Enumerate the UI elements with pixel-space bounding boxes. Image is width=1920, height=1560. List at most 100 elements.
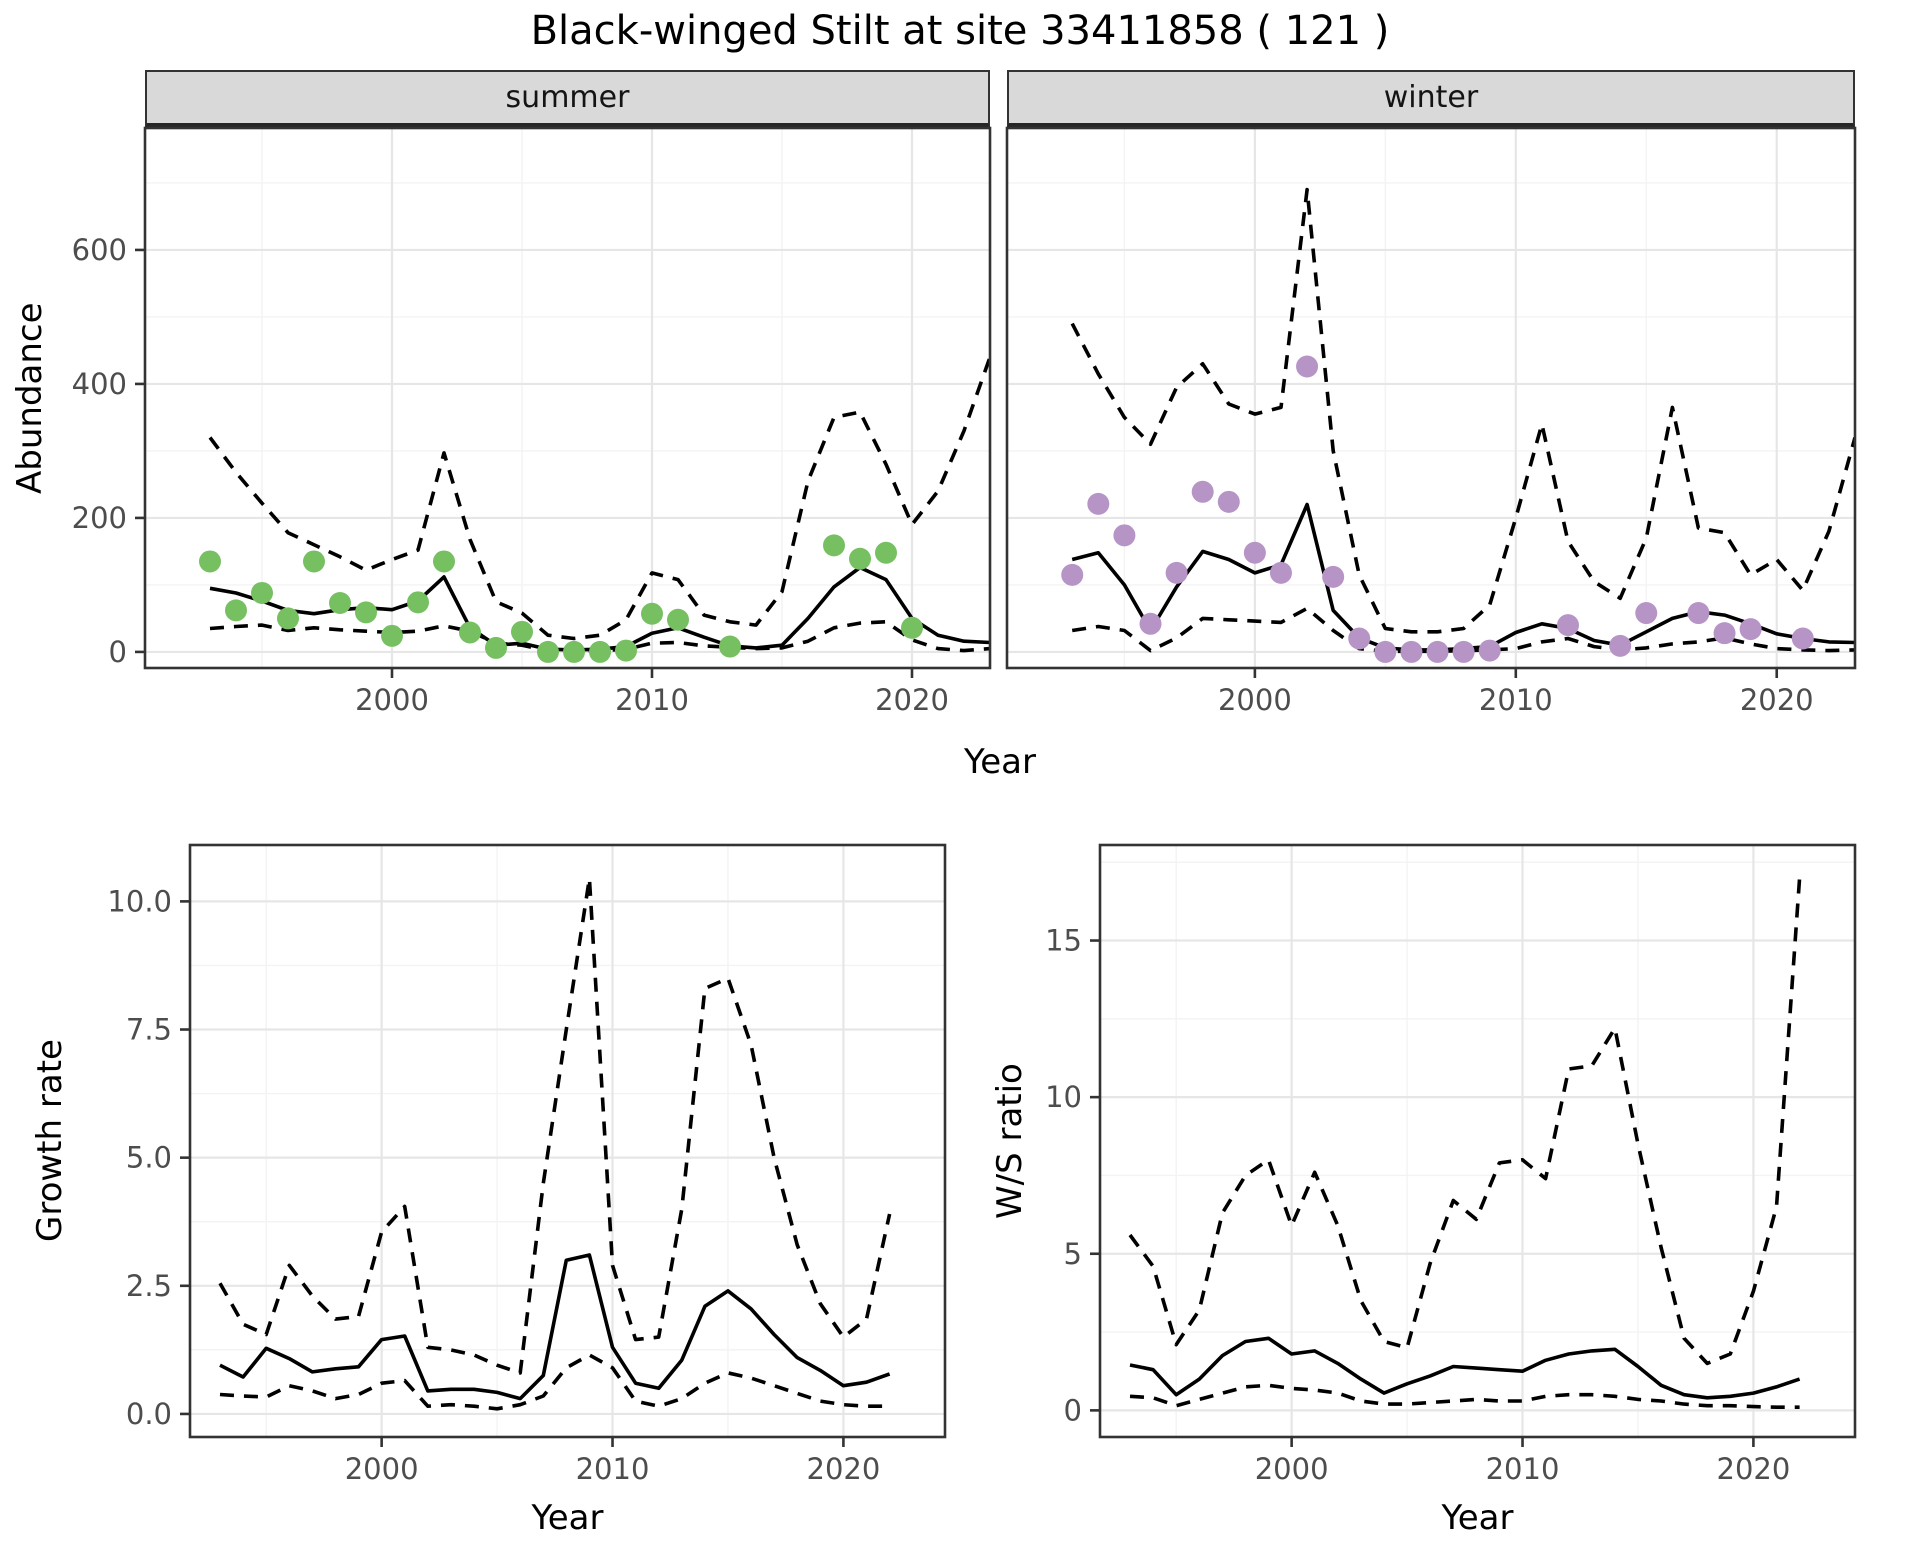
ws-lower_ci-line (1129, 1383, 1800, 1410)
summer-observed-point (225, 599, 247, 622)
ws-chart-svg: 2000 2010 2020 0 5 10 15 (1045, 843, 1857, 1486)
ws-fitted-line (1129, 1336, 1801, 1400)
facet-strip-winter: winter (1007, 70, 1855, 128)
winter-abundance-panel: 2000 2010 2020 (912, 116, 1871, 728)
growth-y-tick-label: 10.0 (107, 884, 172, 918)
summer-observed-point (485, 636, 507, 659)
winter-x-tick-label: 2020 (1740, 683, 1814, 717)
facet-label-summer: summer (505, 80, 630, 115)
winter-observed-point (1087, 492, 1110, 515)
page-title: Black-winged Stilt at site 33411858 ( 12… (530, 8, 1390, 54)
winter-observed-point (1113, 524, 1136, 547)
ws-y-tick-label: 10 (1045, 1080, 1082, 1114)
growth-x-tick-label: 2010 (576, 1452, 650, 1486)
top-year-axis-title: Year (964, 742, 1036, 782)
summer-observed-point (355, 601, 377, 624)
growth-y-tick-label: 0.0 (126, 1397, 172, 1431)
winter-observed-point (1687, 602, 1710, 625)
winter-observed-point (1296, 355, 1319, 378)
winter-observed-point (1426, 640, 1449, 663)
growth-x-tick-label: 2020 (807, 1452, 881, 1486)
facet-strip-summer: summer (145, 70, 990, 128)
abundance-axis-title: Abundance (10, 302, 50, 494)
winter-observed-point (1635, 602, 1658, 625)
growth-y-tick-label: 2.5 (126, 1269, 172, 1303)
growth-y-tick-label: 7.5 (126, 1013, 172, 1047)
growth-upper_ci-line (218, 876, 892, 1375)
growth-x-tick-label: 2000 (345, 1452, 419, 1486)
summer-abundance-panel: 2000 2010 2020 0 200 400 600 (50, 116, 1006, 728)
ws-x-tick-label: 2020 (1717, 1452, 1791, 1486)
summer-x-tick-label: 2010 (615, 683, 689, 717)
facet-label-winter: winter (1383, 80, 1479, 115)
winter-observed-point (1609, 634, 1632, 657)
winter-observed-point (1556, 614, 1579, 637)
winter-observed-point (1322, 565, 1345, 588)
ws-y-tick-label: 0 (1064, 1393, 1082, 1427)
summer-observed-point (251, 581, 273, 604)
summer-observed-point (511, 620, 533, 643)
summer-observed-point (537, 640, 559, 663)
winter-chart-svg: 2000 2010 2020 (1005, 126, 1857, 717)
winter-upper_ci-line (1070, 187, 1855, 634)
winter-observed-point (1478, 639, 1501, 662)
summer-y-tick-label: 400 (72, 367, 127, 401)
winter-observed-point (1739, 618, 1762, 641)
winter-x-tick-label: 2010 (1479, 683, 1553, 717)
ws-x-tick-label: 2010 (1486, 1452, 1560, 1486)
summer-observed-point (459, 621, 481, 644)
summer-observed-point (277, 607, 299, 630)
ws-year-axis-title: Year (1441, 1498, 1514, 1538)
summer-chart-svg: 2000 2010 2020 0 200 400 600 (72, 126, 992, 717)
winter-observed-point (1243, 541, 1266, 564)
winter-observed-point (1165, 561, 1188, 584)
summer-observed-point (381, 624, 403, 647)
growth-rate-panel: 2000 2010 2020 0.0 2.5 5.0 7.5 10.0 (95, 833, 961, 1497)
summer-observed-point (563, 640, 585, 663)
growth-lower_ci-line (219, 1353, 890, 1411)
summer-y-tick-label: 600 (72, 233, 127, 267)
winter-observed-point (1713, 622, 1736, 645)
winter-lower_ci-line (1071, 606, 1855, 654)
summer-observed-point (615, 639, 637, 662)
summer-observed-point (901, 616, 923, 639)
summer-y-tick-label: 0 (109, 635, 127, 669)
growth-year-axis-title: Year (531, 1498, 604, 1538)
summer-observed-point (407, 591, 429, 614)
ws-y-tick-label: 5 (1064, 1237, 1082, 1271)
growth-fitted-line (219, 1253, 891, 1401)
summer-observed-point (199, 550, 221, 573)
winter-x-tick-label: 2000 (1218, 683, 1292, 717)
winter-observed-point (1791, 627, 1814, 650)
ws-x-tick-label: 2000 (1255, 1452, 1329, 1486)
summer-observed-point (875, 541, 897, 564)
winter-observed-point (1139, 612, 1162, 635)
summer-observed-point (849, 547, 871, 570)
summer-x-tick-label: 2000 (355, 683, 429, 717)
ws-y-tick-label: 15 (1045, 924, 1082, 958)
summer-observed-point (641, 602, 663, 625)
summer-observed-point (433, 550, 455, 573)
winter-observed-point (1400, 640, 1423, 663)
summer-observed-point (719, 635, 741, 658)
winter-observed-point (1061, 563, 1084, 586)
summer-observed-point (329, 592, 351, 615)
summer-y-tick-label: 200 (72, 501, 127, 535)
growth-rate-axis-title: Growth rate (30, 1039, 70, 1243)
summer-observed-point (823, 534, 845, 557)
summer-x-tick-label: 2020 (875, 683, 949, 717)
ws-upper_ci-line (1128, 877, 1802, 1366)
winter-observed-point (1452, 640, 1475, 663)
growth-y-tick-label: 5.0 (126, 1141, 172, 1175)
growth-chart-svg: 2000 2010 2020 0.0 2.5 5.0 7.5 10.0 (107, 843, 947, 1486)
winter-observed-point (1217, 490, 1240, 513)
summer-observed-point (667, 608, 689, 631)
summer-upper_ci-line (208, 356, 990, 641)
summer-observed-point (589, 640, 611, 663)
summer-observed-point (303, 550, 325, 573)
winter-observed-point (1191, 480, 1214, 503)
ws-ratio-panel: 2000 2010 2020 0 5 10 15 (1005, 833, 1871, 1497)
winter-observed-point (1269, 561, 1292, 584)
winter-observed-point (1348, 627, 1371, 650)
